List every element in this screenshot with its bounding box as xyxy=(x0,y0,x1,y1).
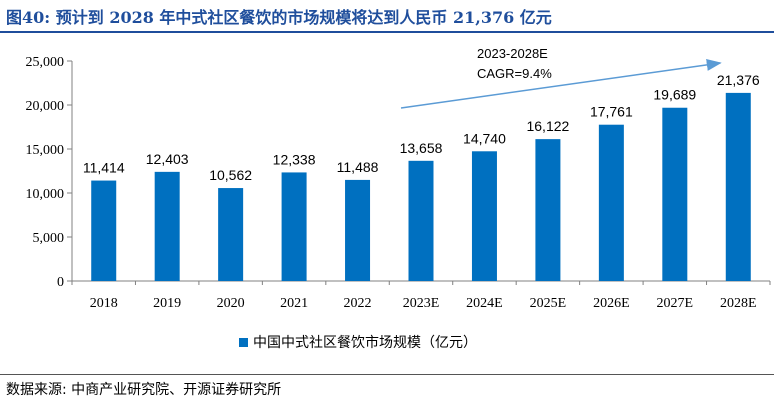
legend-swatch xyxy=(239,338,248,347)
bar xyxy=(471,151,497,281)
bar-value-label: 10,562 xyxy=(209,167,252,183)
bar-value-label: 21,376 xyxy=(717,72,760,88)
y-tick-label: 5,000 xyxy=(33,231,65,246)
bar-value-label: 16,122 xyxy=(526,118,569,134)
y-tick-label: 0 xyxy=(57,275,64,290)
x-tick-label: 2024E xyxy=(466,296,503,311)
bar-value-label: 13,658 xyxy=(400,140,443,156)
bar xyxy=(281,172,307,281)
legend-label: 中国中式社区餐饮市场规模（亿元） xyxy=(253,334,477,351)
bar-value-label: 12,403 xyxy=(146,151,189,167)
bar xyxy=(535,139,561,281)
bar xyxy=(91,180,117,281)
x-tick-label: 2028E xyxy=(720,296,757,311)
x-tick-label: 2025E xyxy=(530,296,567,311)
x-tick-label: 2018 xyxy=(90,296,118,311)
y-tick-label: 25,000 xyxy=(26,55,65,70)
bar-value-label: 11,414 xyxy=(83,160,125,176)
source-rule xyxy=(0,374,774,375)
bar-chart: 0 5,000 10,000 15,000 20,000 25,000 11,414 2018… xyxy=(26,46,771,351)
title-rule xyxy=(0,31,774,33)
x-tick-label: 2021 xyxy=(280,296,308,311)
source-note: 数据来源: 中商产业研究院、开源证券研究所 xyxy=(6,382,282,398)
x-tick-label: 2022 xyxy=(344,296,372,311)
x-tick-label: 2019 xyxy=(153,296,181,311)
y-tick-label: 20,000 xyxy=(26,99,65,114)
cagr-annotation-text: CAGR=9.4% xyxy=(477,66,552,81)
bar xyxy=(154,171,180,281)
bar-value-label: 11,488 xyxy=(337,159,379,175)
figure-title: 图40: 预计到 2028 年中式社区餐饮的市场规模将达到人民币 21,376 … xyxy=(6,8,552,27)
y-tick-label: 15,000 xyxy=(26,143,65,158)
bar-value-label: 17,761 xyxy=(590,104,633,120)
cagr-annotation-text: 2023-2028E xyxy=(477,46,548,61)
x-tick-label: 2027E xyxy=(657,296,694,311)
bar xyxy=(598,124,624,281)
bar xyxy=(662,107,688,281)
bar-value-label: 14,740 xyxy=(463,130,506,146)
y-tick-label: 10,000 xyxy=(26,187,65,202)
x-tick-label: 2026E xyxy=(593,296,630,311)
bar xyxy=(408,160,434,281)
x-tick-label: 2023E xyxy=(403,296,440,311)
bar-value-label: 12,338 xyxy=(273,151,316,167)
bar xyxy=(725,92,751,281)
x-tick-label: 2020 xyxy=(217,296,245,311)
bar-value-label: 19,689 xyxy=(653,87,696,103)
bar xyxy=(345,179,371,281)
cagr-arrow xyxy=(400,58,722,109)
bar xyxy=(218,188,244,281)
